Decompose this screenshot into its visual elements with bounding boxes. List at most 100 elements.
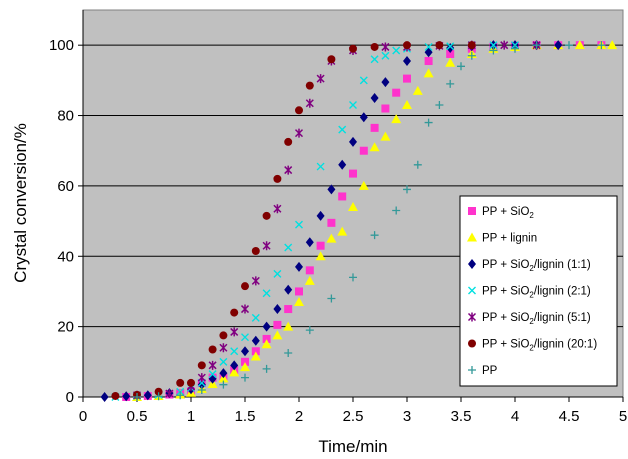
data-point <box>500 40 509 50</box>
data-point <box>532 41 541 50</box>
data-point <box>219 331 228 340</box>
data-point <box>412 85 423 95</box>
data-point <box>326 233 337 243</box>
data-point <box>403 74 411 83</box>
y-tick-label: 60 <box>57 178 74 195</box>
data-point <box>446 49 455 58</box>
data-point <box>403 56 411 67</box>
data-point <box>272 330 283 340</box>
data-point <box>197 385 206 394</box>
data-point <box>338 125 347 134</box>
x-tick-label: 2 <box>295 408 303 425</box>
data-point <box>446 79 455 88</box>
data-point <box>380 131 391 141</box>
data-point <box>327 294 336 303</box>
x-tick-label: 0.5 <box>127 408 148 425</box>
data-point <box>349 136 357 147</box>
data-point <box>316 162 325 171</box>
data-point <box>402 99 412 109</box>
data-point <box>176 391 185 400</box>
y-tick-labels: 0 20 40 60 80 100 <box>49 37 83 406</box>
data-points <box>100 40 618 402</box>
data-point <box>197 373 206 383</box>
data-point <box>370 231 379 240</box>
data-point <box>327 218 336 227</box>
x-tick-labels: 0 0.5 1 1.5 2 2.5 3 3.5 4 4.5 5 <box>79 397 627 425</box>
data-point <box>230 308 239 317</box>
data-point <box>358 180 369 190</box>
data-point <box>240 362 250 372</box>
data-point <box>554 40 563 51</box>
data-point <box>284 284 293 295</box>
data-point <box>100 392 109 402</box>
data-point <box>229 367 240 377</box>
data-point <box>349 169 357 178</box>
data-point <box>489 41 498 50</box>
data-point <box>208 370 217 379</box>
data-point <box>284 137 293 146</box>
data-point <box>316 74 325 84</box>
data-point <box>133 393 141 401</box>
data-point <box>565 41 573 50</box>
legend-marker <box>468 207 476 215</box>
data-point <box>230 347 239 356</box>
data-point <box>446 42 455 51</box>
data-point <box>284 165 293 175</box>
data-point <box>337 226 348 236</box>
legend-label: PP + lignin <box>482 233 537 245</box>
data-point <box>284 349 293 358</box>
data-point <box>403 185 411 194</box>
data-point <box>122 391 131 402</box>
data-point <box>413 160 422 169</box>
x-tick-label: 4 <box>511 408 519 425</box>
data-point <box>251 335 260 346</box>
data-point <box>403 41 411 50</box>
data-point <box>262 289 271 298</box>
data-point <box>349 44 357 53</box>
legend-marker <box>467 232 477 242</box>
data-point <box>315 251 326 261</box>
legend: PP + SiO2 PP + lignin PP + SiO2/lignin (1:… <box>459 195 618 387</box>
data-point <box>241 373 249 382</box>
data-point <box>467 51 476 60</box>
data-point <box>338 159 347 170</box>
data-point <box>424 42 433 51</box>
data-point <box>273 204 282 214</box>
data-point <box>327 184 336 195</box>
legend-marker <box>467 312 477 322</box>
data-point <box>349 100 357 109</box>
data-point <box>305 266 314 275</box>
data-point <box>295 261 303 272</box>
data-point <box>262 241 271 251</box>
data-point <box>392 88 401 97</box>
data-point <box>423 68 434 78</box>
data-point <box>359 146 368 155</box>
legend-marker <box>468 286 476 295</box>
data-point <box>338 192 347 201</box>
x-tick-label: 0 <box>79 408 87 425</box>
data-point <box>359 112 368 123</box>
data-point <box>295 287 303 296</box>
data-point <box>467 41 476 50</box>
legend-marker <box>468 259 476 269</box>
data-point <box>208 360 217 370</box>
data-point <box>219 368 228 379</box>
legend-label: PP + SiO2/lignin (1:1) <box>482 259 591 273</box>
data-point <box>251 313 260 322</box>
x-tick-label: 1 <box>187 408 195 425</box>
data-point <box>316 210 325 221</box>
data-point <box>283 321 294 331</box>
data-point <box>424 118 433 127</box>
data-point <box>284 243 293 252</box>
data-point <box>424 57 433 66</box>
legend-label: PP <box>482 365 498 377</box>
data-point <box>316 241 325 250</box>
data-point <box>369 142 380 152</box>
data-point <box>348 202 358 212</box>
data-point <box>435 41 444 50</box>
data-point <box>305 98 314 108</box>
data-point <box>262 364 271 373</box>
data-point <box>241 282 249 291</box>
data-point <box>197 361 206 370</box>
